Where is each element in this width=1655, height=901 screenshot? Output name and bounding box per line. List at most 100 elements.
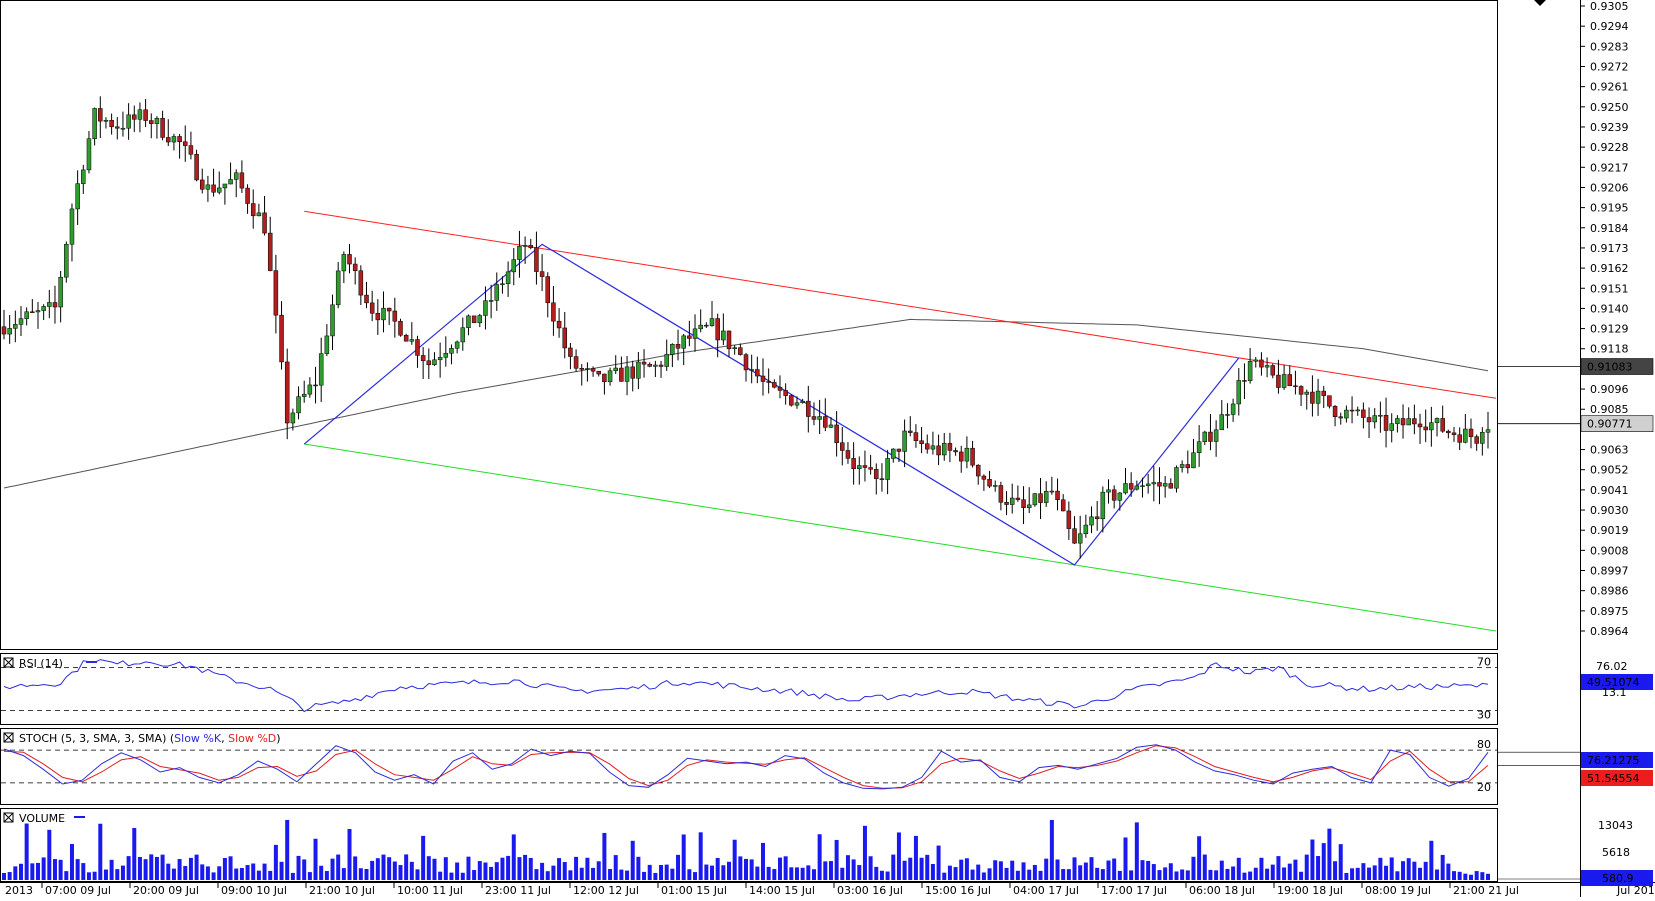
candle [75,170,80,226]
time-tick-label: 14:00 15 Jul [749,884,815,897]
candle [862,450,868,482]
price-tick-label: 0.9063 [1590,444,1629,457]
candle-body [885,458,890,480]
candle [823,398,828,432]
candle-body [664,354,669,367]
candle [1043,481,1049,507]
candle [891,448,896,463]
volume-bar [30,863,35,880]
candle-body [1236,380,1242,405]
candle [1310,375,1315,417]
candle-body [132,114,137,120]
stoch-k-current-text: 76.21275 [1587,754,1640,767]
candle-body [556,320,562,329]
price-tick-label: 0.9261 [1590,81,1629,94]
candle-body [1344,409,1349,419]
candle-body [7,328,12,335]
volume-bar [562,861,567,880]
candle-body [777,386,783,391]
time-tick-label: 08:00 19 Jul [1365,884,1431,897]
volume-bar [98,823,103,880]
candle [233,169,239,198]
price-tick-label: 0.8975 [1590,605,1629,618]
volume-bar [120,865,125,880]
volume-bar [738,856,743,880]
volume-bar [806,865,811,880]
candle-body [692,328,698,339]
volume-bar [857,865,862,880]
rsi-current-text: 49.51074 [1587,676,1640,689]
volume-bar [1066,869,1071,880]
candle [222,183,228,205]
candle [517,230,522,278]
volume-bar [613,855,618,880]
candle-body [477,315,483,324]
candle-body [1009,497,1015,505]
volume-bar [704,864,709,880]
volume-bar [1106,860,1111,880]
price-tick-label: 0.9162 [1590,262,1629,275]
candle [1055,478,1060,511]
candle [98,96,103,139]
candle-body [528,245,534,249]
volume-bar [1395,871,1400,880]
volume-bar [1208,869,1213,880]
candle [675,329,681,361]
candle-body [868,467,873,470]
candle-body [840,442,845,451]
candle [1191,438,1196,469]
candle-body [1253,359,1259,362]
time-tick-label: 17:00 17 Jul [1101,884,1167,897]
candle-body [256,212,262,217]
candle [318,337,324,403]
candle-body [18,318,24,325]
volume-header: VOLUME [3,812,85,825]
volume-bar [177,859,182,880]
volume-bar [307,872,312,880]
candle [902,419,907,468]
candle-body [267,232,273,271]
scroll-marker-icon[interactable] [1534,0,1546,6]
candle [47,289,52,319]
volume-bar [183,865,188,880]
candle-body [709,318,715,326]
volume-bar [137,856,142,880]
volume-bar [879,870,884,880]
volume-bar [732,839,737,880]
candle-body [1134,485,1140,490]
candle-body [1077,533,1083,544]
volume-bar [2,872,6,880]
candle [177,133,182,159]
price-tick-label: 0.9129 [1590,323,1629,336]
candle-body [30,311,35,314]
candle [828,417,834,428]
time-tick-label: 15:00 16 Jul [925,884,991,897]
candle-body [1440,418,1445,432]
volume-bar [834,839,839,880]
volume-bar [296,855,301,880]
candle [613,355,618,374]
candle [137,102,143,133]
time-tick-label: 06:00 18 Jul [1189,884,1255,897]
candle-body [596,370,601,375]
candle-body [1451,432,1457,435]
rsi-panel-frame [0,653,1498,725]
volume-bar [64,871,69,880]
candle-body [1117,492,1123,501]
candle [1066,501,1072,540]
candle [1485,411,1491,449]
volume-bar [574,856,579,880]
candle-body [75,183,80,210]
candle [681,333,686,366]
rsi-current-box [1581,674,1653,690]
volume-bar [1168,863,1173,880]
volume-bar [811,869,816,880]
candle-body [562,327,567,349]
price-tick-label: 0.9217 [1590,161,1629,174]
stoch-level-label: 20 [1477,781,1491,794]
volume-bar [1015,870,1020,880]
candle [1106,479,1111,504]
candle-body [471,315,477,324]
candle [868,454,873,475]
